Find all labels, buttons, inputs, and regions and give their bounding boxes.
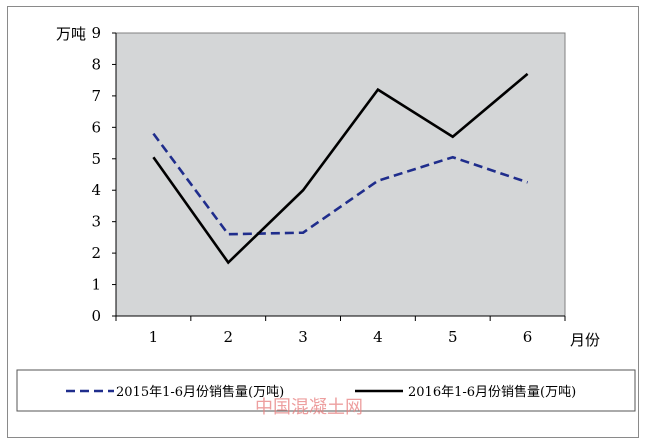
x-tick-label: 1 — [149, 328, 159, 346]
y-tick-label: 8 — [91, 55, 101, 73]
y-tick-label: 9 — [91, 24, 101, 42]
y-tick-label: 3 — [91, 213, 101, 231]
series-layer — [152, 72, 529, 265]
y-tick-label: 4 — [91, 181, 101, 199]
legend-label-1: 2015年1-6月份销售量(万吨) — [116, 384, 284, 400]
legend-label-2: 2016年1-6月份销售量(万吨) — [408, 384, 576, 400]
x-tick-label: 3 — [298, 328, 308, 346]
legend-box — [16, 369, 636, 412]
plot-area — [115, 32, 566, 317]
y-axis-label: 万吨 — [56, 25, 86, 43]
y-tick-label: 7 — [91, 87, 101, 105]
y-axis: 0 1 2 3 4 5 6 7 8 9 — [91, 24, 117, 325]
watermark: 中国混凝土网 — [255, 397, 363, 418]
x-tick-label: 6 — [523, 328, 533, 346]
series-line-1 — [152, 132, 528, 236]
legend: 2015年1-6月份销售量(万吨) 2016年1-6月份销售量(万吨) — [66, 384, 576, 400]
x-tick-label: 2 — [223, 328, 233, 346]
y-tick-label: 0 — [91, 307, 101, 325]
y-tick-label: 6 — [91, 118, 101, 136]
x-axis: 1 2 3 4 5 6 — [115, 315, 566, 346]
y-tick-label: 1 — [91, 276, 101, 294]
x-tick-label: 5 — [448, 328, 458, 346]
series-line-2 — [152, 72, 529, 265]
y-tick-label: 2 — [91, 244, 101, 262]
x-axis-label: 月份 — [570, 331, 600, 349]
x-tick-label: 4 — [373, 328, 383, 346]
y-tick-label: 5 — [91, 150, 101, 168]
